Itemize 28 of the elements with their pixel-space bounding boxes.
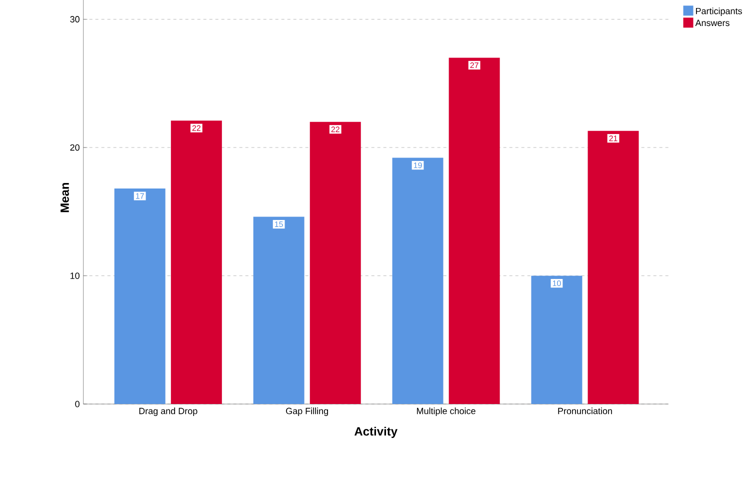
data-label: 17	[136, 193, 144, 199]
legend-label: Participants	[696, 8, 742, 16]
legend-label: Answers	[695, 20, 730, 26]
data-label: 10	[552, 280, 561, 286]
y-tick-label: 10	[70, 272, 80, 279]
bar	[588, 130, 639, 404]
x-axis-title: Activity	[354, 426, 398, 438]
y-tick-label: 30	[70, 16, 80, 22]
bar	[253, 216, 304, 404]
data-label: 15	[274, 221, 283, 228]
bar	[310, 122, 361, 404]
y-tick-label: 20	[70, 144, 80, 151]
x-tick-label: Drag and Drop	[139, 408, 198, 416]
data-label: 22	[192, 125, 200, 131]
data-label: 21	[609, 136, 618, 142]
data-label: 22	[331, 126, 340, 132]
data-label: 27	[470, 62, 478, 68]
bar	[448, 58, 500, 404]
bar	[392, 158, 444, 404]
x-tick-label: Gap Filling	[286, 408, 328, 416]
y-axis-title: Mean	[60, 182, 69, 212]
bar	[114, 188, 166, 404]
x-tick-label: Multiple choice	[417, 408, 476, 416]
x-tick-label: Pronunciation	[558, 408, 612, 414]
data-label: 19	[414, 162, 422, 168]
y-tick-label: 0	[75, 400, 80, 408]
bar	[531, 276, 582, 404]
bar	[170, 120, 222, 404]
